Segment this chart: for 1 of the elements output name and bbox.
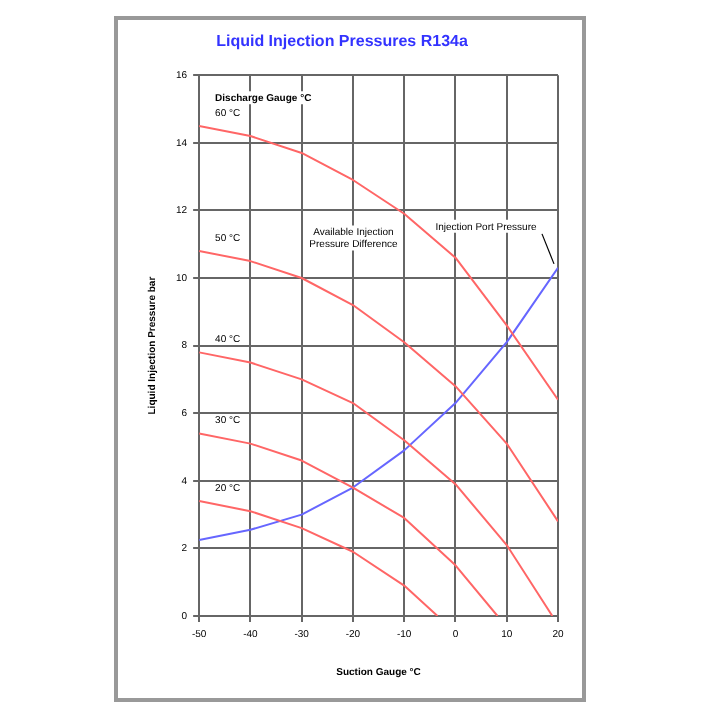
chart-title: Liquid Injection Pressures R134a <box>216 32 469 51</box>
